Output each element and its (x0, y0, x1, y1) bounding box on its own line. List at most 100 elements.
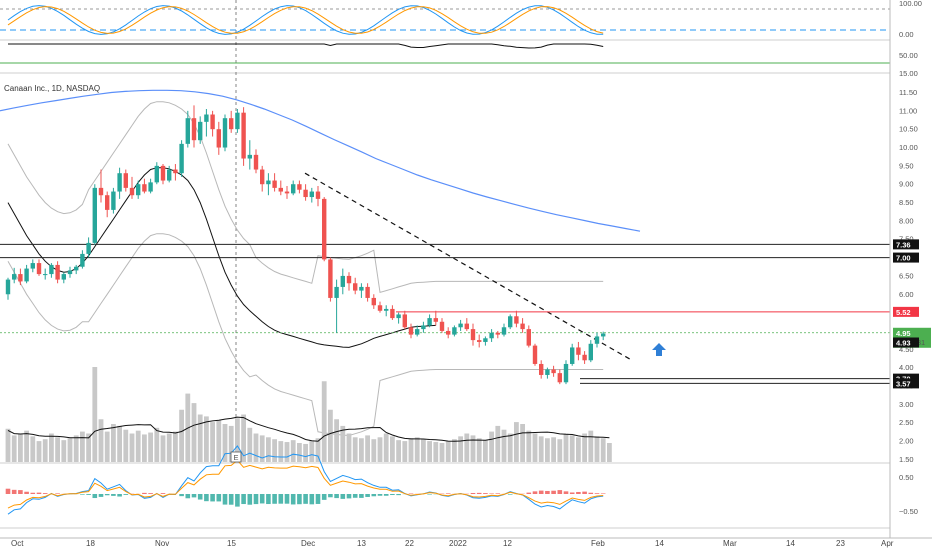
volume-bar-63 (396, 440, 401, 462)
volume-bar-75 (470, 435, 476, 462)
candle-body-11 (74, 266, 79, 271)
level-box-4 (893, 378, 919, 389)
macd-hist-19 (123, 494, 129, 495)
macd-hist-79 (495, 493, 501, 494)
volume-bar-53 (334, 419, 339, 462)
volume-bar-87 (545, 438, 550, 462)
time-tick-11: Mar (723, 539, 737, 548)
time-tick-13: 23 (836, 539, 845, 548)
macd-hist-47 (297, 494, 302, 505)
candle-body-4 (30, 263, 35, 269)
volume-bar-30 (191, 403, 197, 462)
volume-bar-79 (495, 425, 501, 462)
rsi-line (8, 43, 604, 49)
macd-hist-28 (179, 494, 184, 497)
volume-ma-line (7, 416, 610, 442)
candle-body-47 (297, 184, 302, 190)
candle-body-59 (371, 297, 376, 306)
macd-hist-75 (470, 492, 476, 494)
macd-hist-38 (241, 494, 246, 505)
volume-bar-72 (452, 439, 457, 462)
candle-body-2 (18, 274, 23, 282)
level-label-0: 7.36 (896, 240, 911, 249)
candle-body-45 (284, 191, 290, 194)
volume-bar-8 (55, 437, 60, 462)
volume-bar-5 (36, 441, 42, 462)
macd-tick-0: 0.50 (899, 473, 914, 482)
candle-body-63 (396, 314, 401, 319)
candle-body-56 (353, 283, 358, 291)
prev-close-box (893, 337, 919, 348)
macd-hist-31 (197, 494, 203, 500)
macd-hist-56 (352, 494, 358, 498)
price-tick-1: 11.00 (899, 106, 917, 115)
level-box-0 (893, 239, 919, 250)
candle-body-69 (433, 318, 438, 322)
horizontal-levels (0, 243, 890, 384)
candles (5, 105, 606, 385)
candle-body-24 (154, 165, 159, 183)
macd-hist-14 (92, 494, 98, 499)
volume-bar-48 (303, 443, 308, 462)
macd-hist-39 (247, 494, 253, 505)
macd-hist-25 (160, 493, 166, 494)
candle-body-9 (61, 274, 66, 280)
candle-body-66 (415, 329, 420, 335)
candle-body-20 (129, 187, 135, 196)
stoch-d-line (7, 6, 604, 34)
volume-bar-12 (80, 431, 85, 462)
price-tick-5: 9.00 (899, 180, 914, 189)
candle-body-80 (501, 327, 507, 335)
macd-hist-54 (340, 494, 346, 499)
prev-close-label: 4.93 (896, 339, 911, 348)
macd-hist-84 (526, 492, 532, 494)
volume-bar-33 (210, 422, 215, 462)
volume-bar-88 (551, 437, 556, 462)
up-arrow-icon (652, 343, 666, 356)
volume-bar-50 (315, 438, 321, 462)
volume-bar-95 (594, 436, 600, 462)
volume-bar-51 (321, 381, 327, 462)
macd-hist-61 (383, 494, 389, 496)
price-tick-7: 8.00 (899, 216, 914, 225)
volume-bar-67 (421, 439, 426, 462)
candle-body-23 (148, 182, 153, 192)
candle-body-16 (105, 195, 110, 210)
candle-body-91 (570, 347, 575, 364)
candle-body-67 (421, 325, 426, 330)
macd-hist-45 (284, 494, 290, 504)
price-tick-19: 2.00 (899, 436, 914, 445)
candle-body-33 (210, 114, 215, 130)
candle-body-53 (334, 286, 339, 298)
candle-body-42 (266, 180, 271, 185)
volume-bar-21 (135, 430, 141, 462)
candle-body-32 (204, 114, 209, 122)
macd-hist-37 (235, 494, 240, 507)
grid (0, 0, 890, 529)
candle-body-48 (303, 189, 308, 198)
price-tick-14: 4.50 (899, 345, 914, 354)
macd-hist-85 (532, 491, 538, 494)
volume-bar-60 (377, 437, 383, 462)
candle-body-31 (198, 121, 203, 141)
volume-bar-93 (582, 433, 587, 462)
volume-bar-55 (346, 433, 352, 462)
candle-body-8 (55, 264, 60, 280)
candle-body-27 (173, 169, 178, 174)
macd-hist-12 (80, 494, 85, 495)
event-marker-box[interactable] (230, 451, 242, 463)
volume-bar-36 (228, 425, 234, 462)
volume-bar-42 (266, 437, 271, 462)
macd-hist-48 (303, 494, 308, 504)
macd-hist-49 (309, 494, 315, 505)
macd-hist-43 (272, 494, 277, 504)
macd-hist-91 (569, 492, 575, 494)
candle-body-84 (526, 329, 531, 346)
volume-bar-64 (402, 441, 408, 462)
time-tick-12: 14 (786, 539, 795, 548)
price-tick-4: 9.50 (899, 161, 914, 170)
candle-body-17 (111, 191, 116, 210)
volume-bar-61 (383, 433, 389, 462)
